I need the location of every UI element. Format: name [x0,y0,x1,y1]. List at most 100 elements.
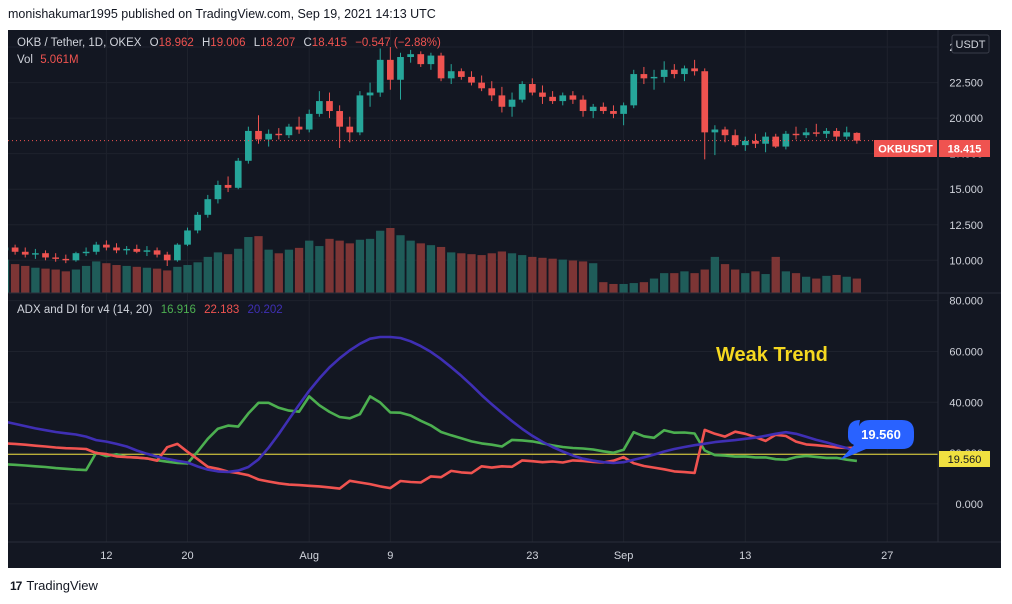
volume-bar [558,259,567,293]
volume-bar [589,263,598,293]
candle-body [336,111,343,127]
chart-canvas[interactable]: 25.00022.50020.00017.50015.00012.50010.0… [0,30,1001,568]
candle-body [153,250,161,255]
candle-body [620,105,627,114]
price-tick-label: 15.000 [949,184,983,196]
candle-body [427,55,435,65]
volume-bar [812,278,821,293]
published-line: monishakumar1995 published on TradingVie… [8,7,436,21]
candle-body [711,129,719,133]
volume-bar [386,228,395,293]
candle-body [528,84,536,93]
price-tag-name-box [874,140,937,157]
volume-bar [761,274,770,293]
volume-bar [102,263,111,293]
volume-bar [213,252,223,293]
volume-bar [538,257,547,293]
candle-body [316,101,323,114]
candle-body [163,254,171,261]
candle-body [731,135,739,146]
callout[interactable]: 19.560 [840,420,914,460]
volume-bar [731,269,740,293]
candle-body [326,101,333,112]
volume-bar [619,283,628,293]
candle-body [184,230,191,245]
candle-body [762,136,769,144]
time-axis[interactable]: 12 20 Aug 9 23 Sep 13 27 [100,550,893,562]
candles[interactable] [1,47,861,266]
candle-body [72,253,80,261]
legend-c-value: 18.415 [312,37,347,49]
candle-body [386,59,394,80]
volume-bar [426,245,436,293]
volume-bar [568,260,578,293]
indicator-tick-label: 0.000 [955,499,983,511]
candle-body [11,247,19,252]
volume-bar [578,261,588,293]
candle-body [123,248,131,251]
volume-bar [81,265,91,293]
candle-body [356,95,364,133]
indicator-tick-label: 60.000 [949,346,983,358]
candle-body [204,199,212,215]
candle-body [478,82,485,89]
candle-body [853,132,861,141]
time-tick-label: 13 [739,550,751,562]
legend-h-value: 19.006 [210,37,245,49]
time-tick-label: 20 [181,550,193,562]
legend-o-value: 18.962 [159,37,194,49]
candle-body [265,133,272,140]
candle-body [691,68,698,72]
price-axis[interactable]: 25.00022.50020.00017.50015.00012.50010.0… [949,42,983,511]
time-tick-label: 23 [526,550,538,562]
volume-bar [173,266,182,293]
candle-body [650,76,658,79]
chart-frame[interactable]: 25.00022.50020.00017.50015.00012.50010.0… [0,30,1001,568]
candle-body [407,54,414,58]
candle-body [255,130,262,140]
candle-body [549,96,556,102]
candle-body [539,92,546,97]
candle-body [295,126,303,130]
volume-bar [436,246,446,293]
candle-body [610,111,617,114]
volume-bar [690,273,699,293]
tradingview-logo-icon: 17 [10,578,22,593]
volume-bar [406,240,415,293]
currency-button[interactable]: USDT [951,34,990,54]
price-tag: OKBUSDT 18.415 [874,140,990,157]
candle-body [498,95,506,107]
price-tick-label: 22.500 [949,78,983,90]
footer[interactable]: 17 TradingView [10,578,98,593]
price-tick-label: 20.000 [949,113,983,125]
volume-bar [355,239,365,293]
annotation-weak-trend[interactable]: Weak Trend [716,344,828,366]
candle-body [113,247,120,251]
volume-bar [21,265,30,293]
volume-bar [670,273,679,293]
time-tick-label: 12 [100,550,112,562]
legend-o-label: O [150,37,159,49]
indicator-lines [0,335,858,490]
volume-bar [305,240,314,293]
volume-bar [223,254,233,293]
candle-body [366,92,374,96]
volume-bar [467,254,476,293]
indicator-tick-label: 40.000 [949,397,983,409]
volume-bar [0,259,10,293]
candle-body [782,133,790,147]
candle-body [721,129,729,136]
candle-body [640,74,648,79]
candle-body [599,106,607,112]
volume-bar [497,251,507,293]
price-tag-value-box [939,140,990,157]
candle-body [508,99,516,107]
candle-body [752,140,759,144]
volume-bar [741,273,750,293]
candle-body [701,71,709,133]
volume-bar [852,278,862,293]
time-tick-label: 9 [387,550,393,562]
legend-vol-label: Vol [17,54,33,66]
candle-body [32,253,39,255]
legend-l-label: L [254,37,261,49]
